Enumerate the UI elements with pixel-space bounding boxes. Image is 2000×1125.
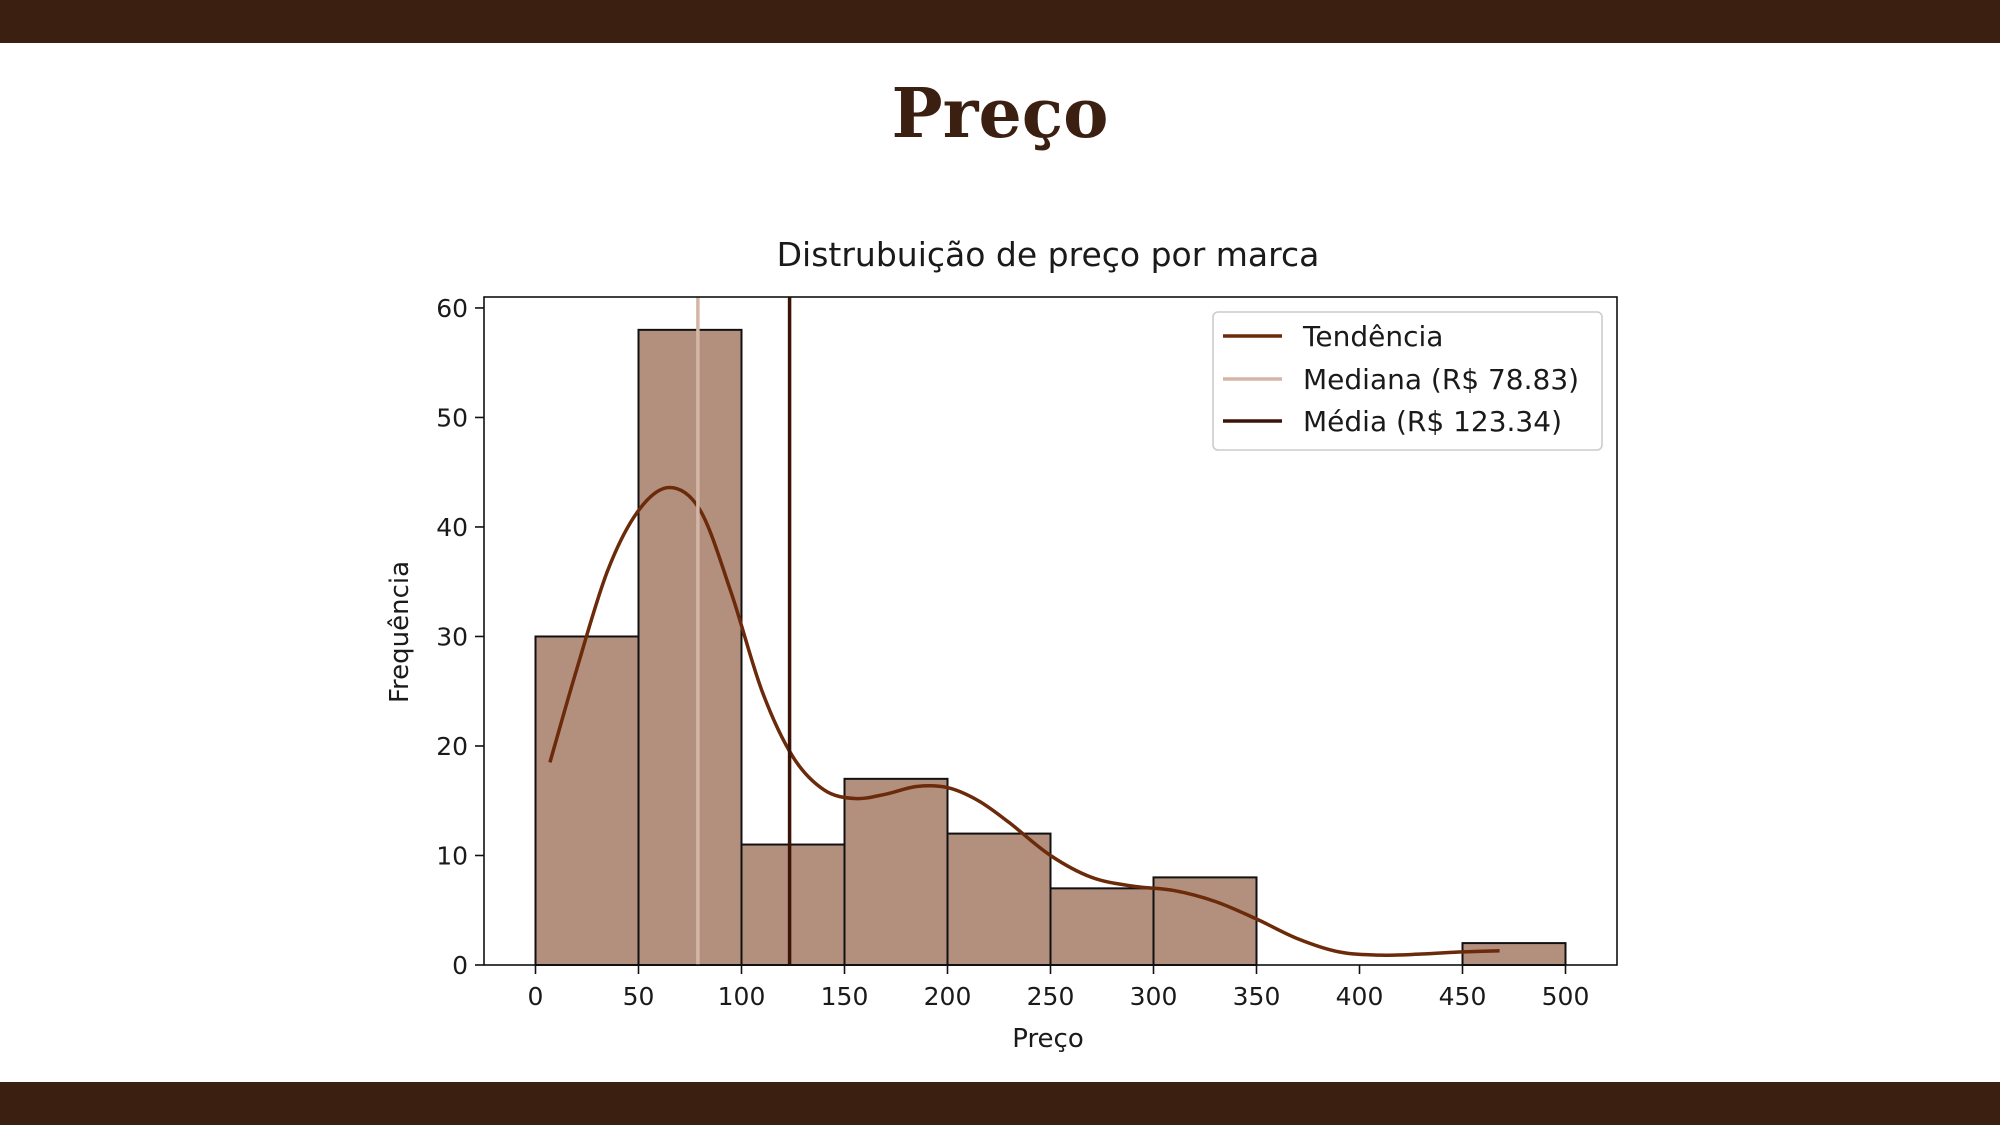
x-tick-label: 250 <box>1027 982 1075 1011</box>
y-tick-label: 10 <box>436 841 468 870</box>
y-tick-label: 20 <box>436 732 468 761</box>
histogram-bar-5 <box>1049 887 1155 966</box>
x-tick-label: 200 <box>924 982 972 1011</box>
histogram-bar-6 <box>1152 876 1258 966</box>
legend-trend-label: Tendência <box>1302 320 1443 353</box>
y-tick-label: 0 <box>452 951 468 980</box>
histogram-bar-4 <box>946 832 1052 966</box>
x-tick-label: 0 <box>528 982 544 1011</box>
legend-box <box>1212 311 1603 451</box>
histogram-bar-3 <box>843 777 949 966</box>
x-tick-label: 50 <box>623 982 655 1011</box>
x-tick-label: 500 <box>1542 982 1590 1011</box>
trend-line <box>548 485 1500 957</box>
x-tick-label: 100 <box>718 982 766 1011</box>
top-band <box>0 0 2000 43</box>
y-tick-label: 30 <box>436 622 468 651</box>
x-axis-ticks: 0 50 100 150 200 250 300 350 400 450 500 <box>528 965 1590 1011</box>
histogram-bar-1 <box>637 328 743 966</box>
y-axis-label: Frequência <box>385 561 415 703</box>
y-tick-label: 40 <box>436 513 468 542</box>
x-axis-label: Preço <box>1012 1024 1084 1054</box>
chart-title: Distrubuição de preço por marca <box>777 235 1320 274</box>
histogram-bar-2 <box>740 843 846 966</box>
histogram-bar-9 <box>1461 942 1567 967</box>
legend-mean-label: Média (R$ 123.34) <box>1303 405 1562 438</box>
y-axis-ticks: 0 10 20 30 40 50 60 <box>436 294 484 980</box>
histogram-bar-0 <box>534 635 640 966</box>
x-tick-label: 300 <box>1130 982 1178 1011</box>
bars-group <box>534 328 1567 967</box>
legend-median-label: Mediana (R$ 78.83) <box>1303 363 1579 396</box>
bottom-band <box>0 1082 2000 1125</box>
x-tick-label: 450 <box>1439 982 1487 1011</box>
x-tick-label: 350 <box>1233 982 1281 1011</box>
x-tick-label: 150 <box>821 982 869 1011</box>
y-tick-label: 60 <box>436 294 468 323</box>
reference-lines <box>696 297 792 965</box>
slide-title: Preço <box>891 74 1109 154</box>
legend: Tendência Mediana (R$ 78.83) Média (R$ 1… <box>1212 311 1603 451</box>
y-tick-label: 50 <box>436 403 468 432</box>
x-tick-label: 400 <box>1336 982 1384 1011</box>
trend-group <box>548 485 1500 957</box>
